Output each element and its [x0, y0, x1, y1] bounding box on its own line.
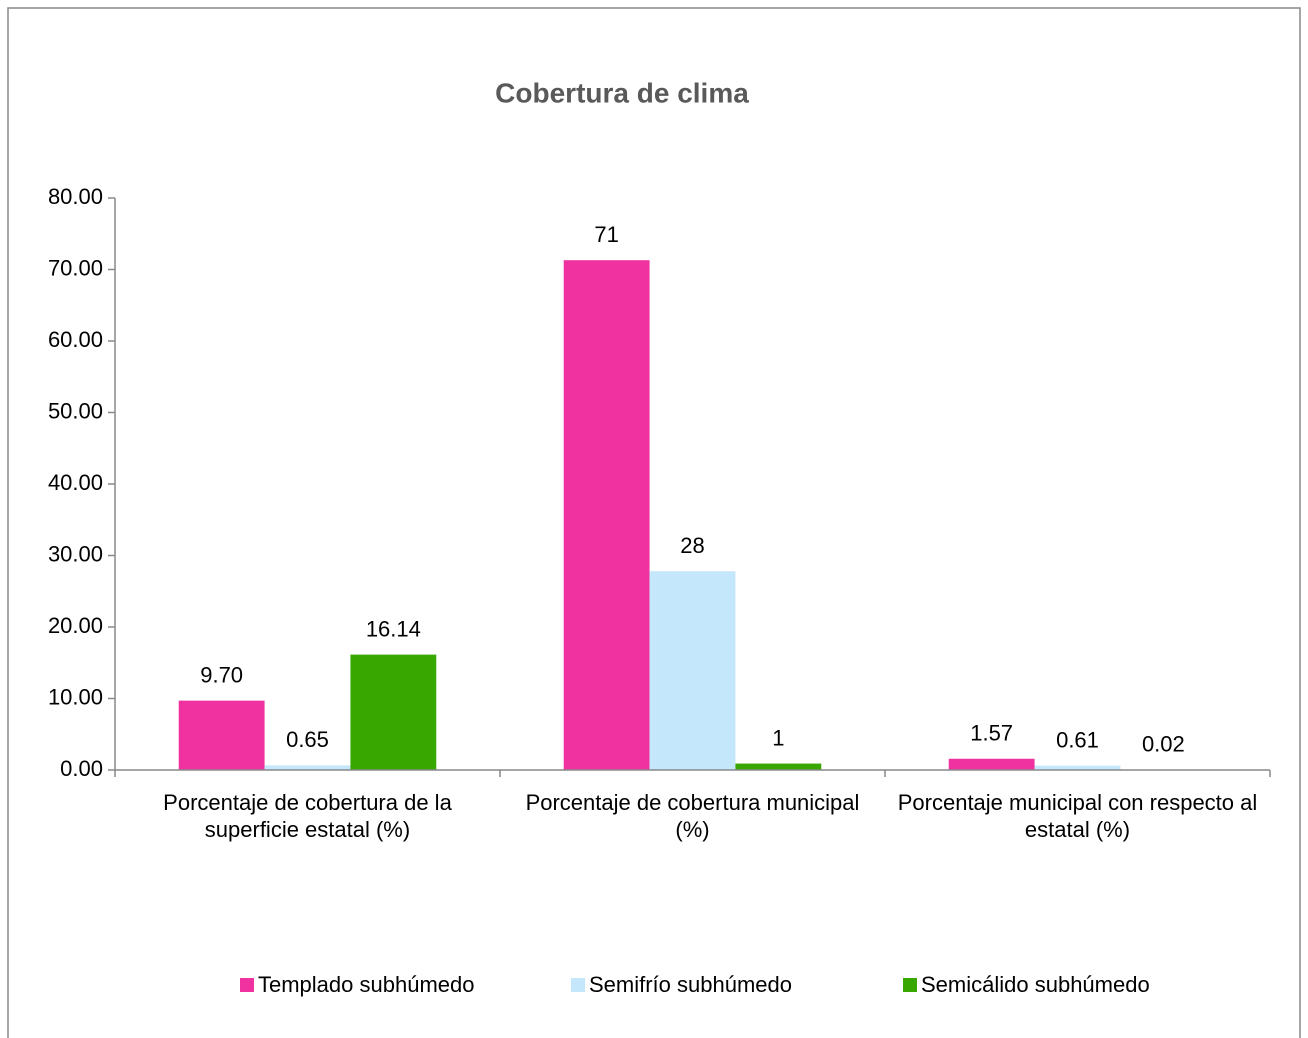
- bar: [649, 571, 736, 770]
- chart-border: [7, 7, 1301, 1038]
- bar: [563, 260, 650, 770]
- data-label: 71: [594, 222, 618, 247]
- bar: [178, 700, 265, 770]
- y-tick-label: 20.00: [48, 613, 103, 638]
- bar: [350, 654, 437, 770]
- data-label: 0.61: [1056, 727, 1099, 752]
- bar: [735, 763, 822, 770]
- y-tick-label: 40.00: [48, 470, 103, 495]
- y-tick-label: 80.00: [48, 184, 103, 209]
- data-label: 9.70: [200, 662, 243, 687]
- y-tick-label: 10.00: [48, 684, 103, 709]
- legend-swatch: [240, 978, 254, 992]
- chart-title: Cobertura de clima: [495, 77, 749, 108]
- bar: [1034, 765, 1121, 770]
- y-tick-label: 0.00: [60, 756, 103, 781]
- data-label: 16.14: [366, 616, 421, 641]
- y-tick-label: 50.00: [48, 398, 103, 423]
- data-label: 1.57: [970, 721, 1013, 746]
- bar: [264, 765, 351, 770]
- bar: [948, 758, 1035, 770]
- data-label: 0.02: [1142, 732, 1185, 757]
- y-tick-label: 30.00: [48, 541, 103, 566]
- y-tick-label: 60.00: [48, 327, 103, 352]
- x-tick-label: Porcentaje municipal con respecto al est…: [897, 790, 1258, 842]
- legend-label: Semifrío subhúmedo: [589, 972, 792, 997]
- x-tick-label: Porcentaje de cobertura de la superficie…: [163, 790, 458, 842]
- data-label: 0.65: [286, 727, 329, 752]
- data-label: 28: [680, 533, 704, 558]
- y-tick-label: 70.00: [48, 255, 103, 280]
- legend-swatch: [903, 978, 917, 992]
- legend-label: Templado subhúmedo: [258, 972, 474, 997]
- data-label: 1: [772, 725, 784, 750]
- x-tick-label: Porcentaje de cobertura municipal (%): [525, 790, 866, 842]
- legend-swatch: [571, 978, 585, 992]
- legend-label: Semicálido subhúmedo: [921, 972, 1150, 997]
